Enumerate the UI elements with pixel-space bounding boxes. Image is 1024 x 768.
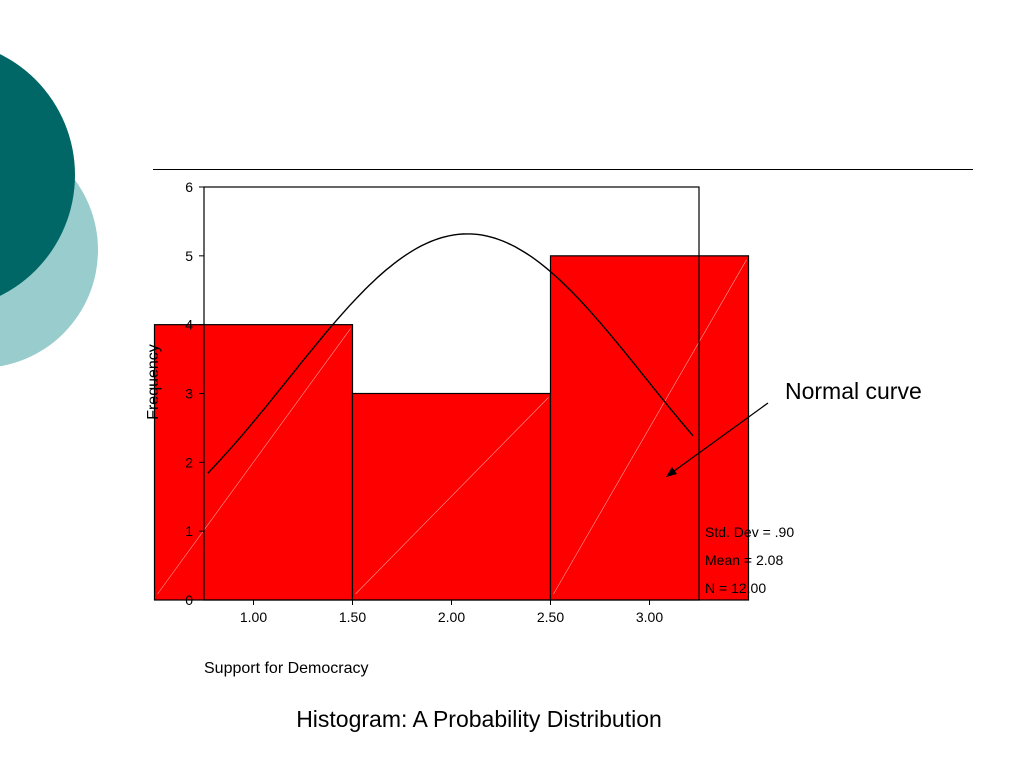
decorative-circles [0, 54, 98, 367]
bar-2.00-sheen [355, 397, 549, 595]
stat-line: Std. Dev = .90 [705, 524, 794, 540]
stat-line: Mean = 2.08 [705, 552, 783, 568]
y-axis-label: Frequency [145, 344, 162, 420]
dark-teal-circle [0, 54, 75, 296]
y-tick-label: 6 [185, 179, 193, 195]
slide-caption: Histogram: A Probability Distribution [296, 706, 662, 732]
bar-2.00 [351, 392, 552, 601]
annotation-arrow-head [666, 467, 677, 477]
x-tick-label: 1.00 [240, 609, 267, 625]
y-tick-label: 3 [185, 386, 193, 402]
stat-line: N = 12.00 [705, 580, 766, 596]
annotation-arrow-line [669, 402, 769, 475]
x-tick-label: 2.50 [537, 609, 564, 625]
y-tick-label: 4 [185, 317, 193, 333]
y-tick-label: 5 [185, 248, 193, 264]
bar-1.00-sheen [157, 328, 351, 595]
x-tick-label: 3.00 [636, 609, 663, 625]
y-tick-label: 0 [185, 592, 193, 608]
x-tick-label: 2.00 [438, 609, 465, 625]
normal-curve-line [207, 233, 694, 474]
title-rule [153, 169, 973, 170]
x-axis-label: Support for Democracy [204, 660, 369, 677]
y-axis: 0 1 2 3 4 5 6 [185, 179, 204, 608]
stats-box: Std. Dev = .90 Mean = 2.08 N = 12.00 [705, 524, 794, 596]
x-axis: 1.00 1.50 2.00 2.50 3.00 [240, 600, 663, 625]
x-tick-label: 1.50 [339, 609, 366, 625]
bar-3.00-sheen [553, 259, 747, 595]
y-tick-label: 1 [185, 523, 193, 539]
normal-curve-annotation: Normal curve [785, 378, 922, 404]
y-tick-label: 2 [185, 454, 193, 470]
bars-layer [153, 255, 750, 601]
